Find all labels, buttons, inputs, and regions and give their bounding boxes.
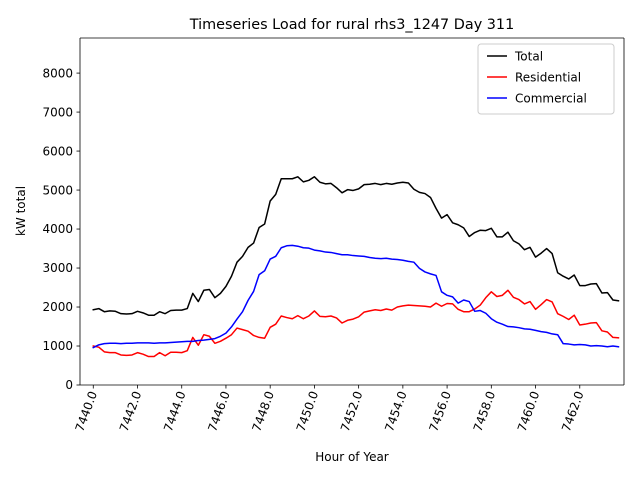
legend-box [477,43,615,115]
y-tick-label: 3000 [42,261,73,275]
y-tick-label: 4000 [42,222,73,236]
legend-label-commercial: Commercial [515,91,587,105]
legend-label-total: Total [514,49,543,63]
legend: Total Residential Commercial [477,43,615,115]
y-tick-label: 7000 [42,105,73,119]
y-tick-label: 6000 [42,144,73,158]
series-line-commercial [92,244,620,349]
series-line-total [92,176,620,316]
y-tick-label: 8000 [42,66,73,80]
series-line-residential [92,289,620,358]
chart-title: Timeseries Load for rural rhs3_1247 Day … [189,17,515,33]
y-axis-label: kW total [14,186,28,236]
x-axis-label: Hour of Year [315,450,389,464]
y-tick-label: 2000 [42,300,73,314]
legend-label-residential: Residential [515,70,581,84]
y-tick-label: 5000 [42,183,73,197]
y-tick-label: 1000 [42,339,73,353]
y-tick-label: 0 [65,378,73,392]
